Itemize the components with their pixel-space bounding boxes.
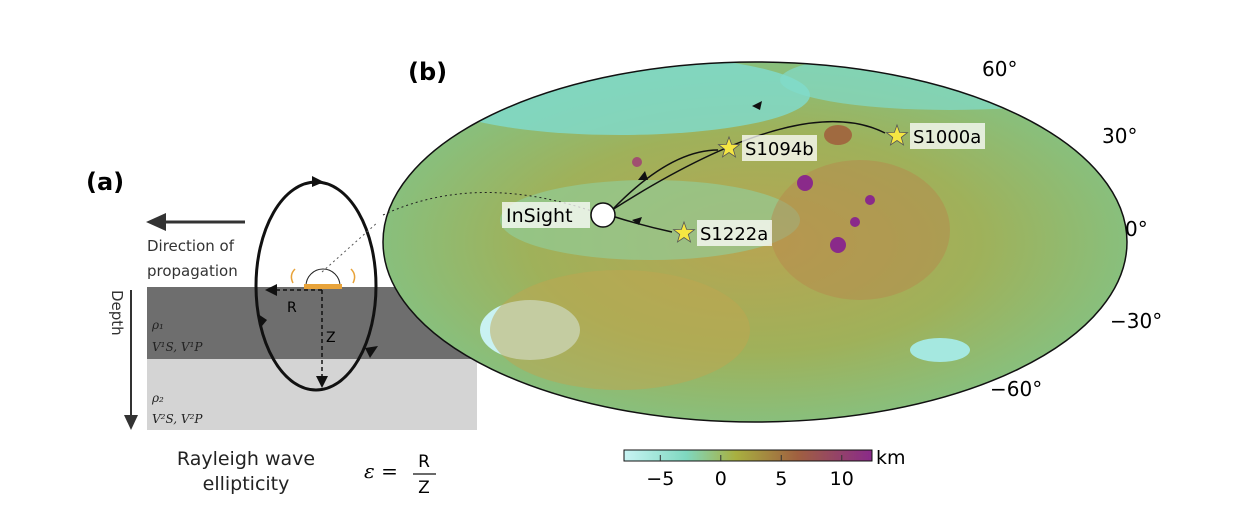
colorbar-unit: km (876, 447, 906, 469)
event-star-icon (717, 135, 741, 158)
caption-line-2: ellipticity (203, 473, 290, 495)
formula-denominator: Z (418, 478, 430, 498)
insight-label: InSight (506, 205, 573, 227)
direction-label-2: propagation (147, 262, 238, 280)
event-label: S1094b (745, 139, 814, 160)
link-line (321, 221, 379, 273)
event-label: S1000a (913, 127, 981, 148)
map-outline (382, 61, 1128, 423)
great-circle-path (382, 192, 604, 216)
path-S1222a (611, 215, 673, 233)
layer-2 (147, 359, 477, 430)
motion-arrow-icon (365, 346, 378, 358)
mars-topography-map (383, 62, 1127, 422)
depth-arrow (124, 290, 138, 430)
colorbar-tick-label: −5 (646, 468, 674, 490)
direction-label-1: Direction of (147, 237, 235, 255)
caption-line-1: Rayleigh wave (177, 448, 315, 470)
depth-label: Depth (108, 290, 126, 336)
layer2-density: ρ₂ (151, 391, 164, 405)
insight-marker (590, 202, 616, 228)
motion-arrow-icon (258, 314, 267, 326)
colorbar (623, 449, 873, 462)
path-arrow-icon (632, 217, 642, 225)
path-S1000a (611, 120, 886, 211)
direction-arrow (146, 213, 245, 231)
path-S1094b (611, 149, 719, 211)
event-label-bg (910, 123, 985, 149)
R-label: R (287, 300, 297, 316)
path-arrow-icon (752, 101, 762, 110)
layer2-velocity: V²S, V²P (152, 412, 203, 426)
formula-numerator: R (418, 452, 430, 472)
colorbar-tick-label: 0 (715, 468, 727, 490)
lat-label-30N: 30° (1102, 124, 1137, 148)
lat-label-0: 0° (1125, 217, 1148, 241)
lat-label-30S: −30° (1110, 309, 1162, 333)
motion-arrow-icon (312, 176, 324, 187)
colorbar-tick-label: 10 (830, 468, 854, 490)
colorbar-tick-label: 5 (775, 468, 787, 490)
lat-label-60S: −60° (990, 377, 1042, 401)
Z-label: Z (326, 330, 336, 346)
panel-a-label: (a) (86, 168, 124, 196)
lat-label-60N: 60° (982, 57, 1017, 81)
panel-b-label: (b) (408, 58, 447, 86)
event-label-bg (697, 220, 772, 246)
path-arrow-icon (638, 171, 648, 180)
event-label-bg (742, 135, 817, 161)
layer1-density: ρ₁ (151, 318, 164, 332)
event-label: S1222a (700, 224, 768, 245)
layer1-velocity: V¹S, V¹P (152, 340, 203, 354)
event-star-icon (672, 220, 696, 243)
event-star-icon (885, 123, 909, 146)
seismometer-icon (290, 268, 356, 289)
formula-lhs: ε = (364, 459, 398, 483)
